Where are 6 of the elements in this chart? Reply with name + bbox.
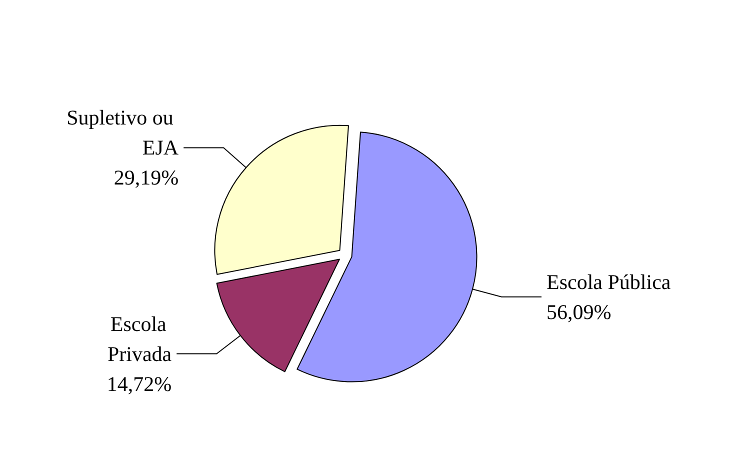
- data-label: 56,09%: [546, 300, 612, 324]
- data-label: 14,72%: [106, 372, 172, 396]
- slice-label: Escola Pública: [546, 270, 672, 294]
- slice-label: Supletivo ou EJA: [66, 106, 180, 160]
- data-label: 29,19%: [114, 166, 179, 190]
- slice-label: Escola Privada: [107, 312, 172, 366]
